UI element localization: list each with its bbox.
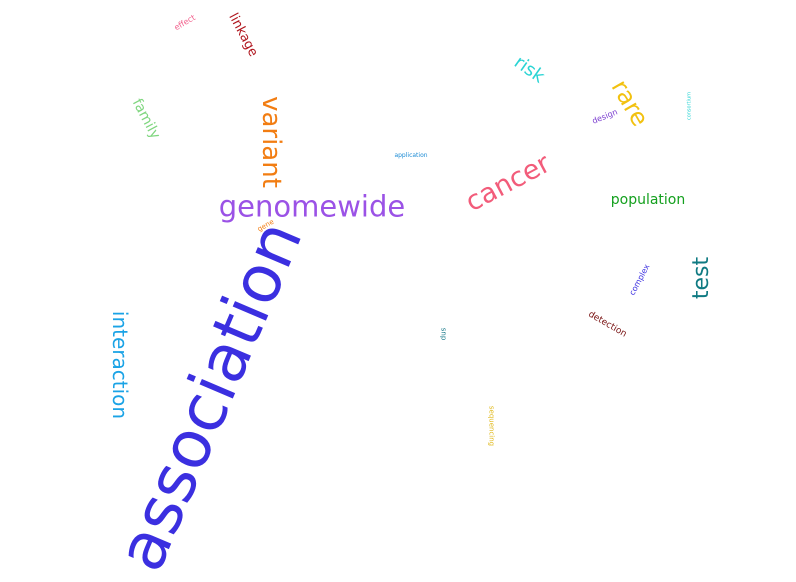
word-complex: complex (627, 262, 652, 297)
word-detection: detection (586, 309, 629, 340)
word-test: test (689, 256, 714, 300)
word-interaction: interaction (108, 310, 132, 420)
word-application: application (394, 152, 428, 159)
word-design: design (590, 107, 619, 126)
word-genomewide: genomewide (218, 189, 406, 224)
word-linkage: linkage (225, 10, 261, 60)
word-risk: risk (510, 51, 549, 88)
word-family: family (128, 96, 164, 142)
word-consortium: consortium (686, 91, 693, 121)
word-cancer: cancer (460, 147, 556, 219)
word-population: population (610, 192, 686, 208)
word-association: association (101, 209, 318, 582)
word-sequencing: sequencing (487, 405, 496, 447)
word-effect: effect (172, 12, 197, 33)
word-rare: rare (605, 74, 655, 132)
word-variant: variant (256, 96, 286, 188)
word-snp: snp (439, 327, 448, 341)
